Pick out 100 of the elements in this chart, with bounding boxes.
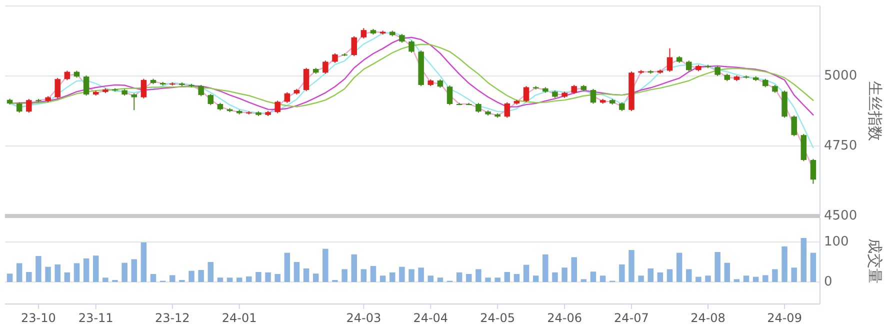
bar [418, 268, 424, 282]
bar [628, 250, 634, 282]
bar [303, 268, 310, 282]
x-tick-label: 24-06 [547, 311, 582, 325]
candlestick [54, 77, 60, 99]
candlestick [284, 92, 290, 104]
bar [390, 272, 396, 282]
bar [504, 272, 510, 282]
bar [342, 269, 348, 282]
bar [428, 276, 434, 282]
candlestick [322, 60, 328, 74]
candlestick [208, 93, 214, 106]
candlestick [16, 102, 22, 114]
bar [657, 272, 664, 282]
candlestick [791, 114, 797, 137]
bar [370, 266, 376, 282]
bar [562, 268, 568, 282]
bar [351, 254, 357, 282]
candlestick [64, 70, 70, 81]
bar [274, 274, 280, 282]
x-tick-label: 24-08 [690, 311, 726, 325]
bar [360, 269, 367, 282]
bar [83, 258, 90, 282]
line-series [9, 44, 814, 108]
y-tick-label: 5000 [824, 68, 858, 84]
candlestick [198, 84, 204, 97]
bar [64, 272, 70, 282]
bar [542, 254, 548, 282]
x-tick-label: 23-11 [78, 311, 114, 325]
bar [408, 269, 414, 282]
candlestick [332, 52, 338, 64]
bar [226, 278, 233, 282]
candlestick [590, 88, 596, 104]
candlestick [140, 78, 147, 99]
line-series [9, 32, 814, 148]
candlestick [476, 102, 482, 114]
bar [648, 268, 654, 282]
bar [494, 278, 500, 282]
candlestick [446, 85, 453, 106]
candlestick [360, 28, 367, 39]
candlestick [714, 65, 720, 76]
candlestick [666, 48, 673, 72]
candlestick [83, 74, 90, 96]
bar [676, 252, 682, 282]
bar [523, 264, 530, 282]
bar [6, 274, 13, 282]
bar [696, 276, 702, 282]
bar [16, 263, 22, 282]
bar [92, 256, 99, 282]
bar [580, 279, 587, 282]
bar [399, 266, 405, 282]
bar [686, 269, 692, 282]
y-axis-title: 成交量 [866, 238, 884, 284]
x-tick-label: 24-09 [767, 311, 802, 325]
x-tick-label: 23-12 [154, 311, 190, 325]
bar [782, 246, 788, 282]
bar [638, 276, 644, 282]
bar [102, 278, 108, 282]
bar [188, 270, 194, 282]
y-tick-label: 100 [824, 234, 849, 250]
bar [752, 276, 759, 282]
x-tick-label: 24-03 [346, 311, 382, 325]
bar [466, 274, 472, 282]
bar [724, 262, 730, 282]
bar [666, 269, 673, 282]
y-tick-label: 0 [824, 274, 832, 290]
bar [284, 252, 290, 282]
bar [265, 272, 271, 282]
bar [532, 276, 539, 282]
bar [150, 274, 156, 282]
bar [743, 276, 750, 282]
bar [256, 272, 262, 282]
bar [705, 276, 711, 282]
bar [552, 272, 558, 282]
bar [590, 272, 596, 282]
bar [791, 268, 797, 282]
bar [810, 252, 816, 282]
y-tick-label: 4750 [824, 138, 858, 154]
candlestick [523, 86, 530, 103]
bar [198, 270, 204, 282]
bar [122, 262, 128, 282]
bar [217, 278, 224, 282]
bar [619, 264, 625, 282]
bar [236, 278, 242, 282]
bar [714, 252, 720, 282]
bar [140, 242, 147, 282]
candlestick [26, 98, 32, 114]
bar [800, 238, 807, 282]
bar [762, 275, 768, 282]
candlestick [504, 102, 510, 118]
candlestick [810, 158, 816, 184]
candlestick [131, 92, 137, 111]
bar [476, 269, 482, 282]
bar [36, 256, 42, 282]
bar [456, 272, 462, 282]
bar [380, 276, 386, 282]
bar [322, 248, 328, 282]
bar [514, 274, 520, 282]
bar [485, 278, 491, 282]
bar [294, 262, 300, 282]
